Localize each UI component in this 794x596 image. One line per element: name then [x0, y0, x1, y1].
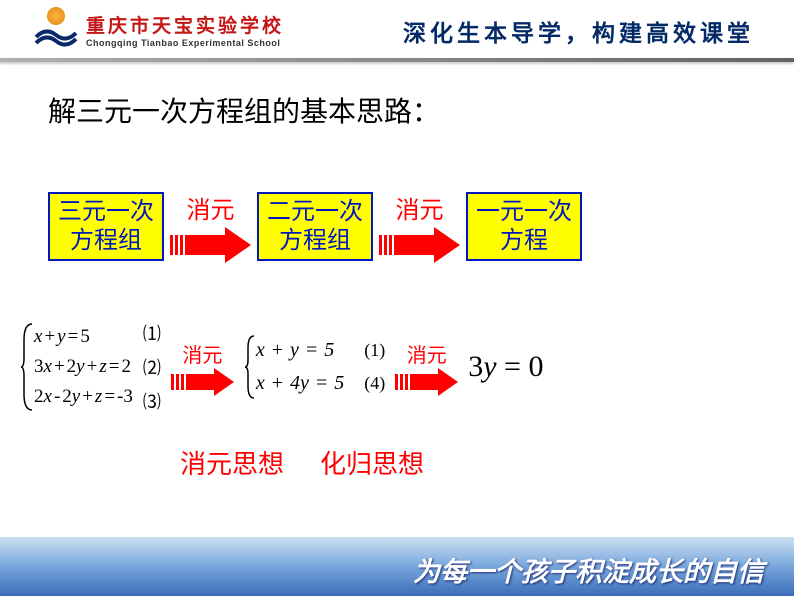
arrow-right-icon	[170, 227, 251, 263]
flow-box-1: 三元一次 方程组	[48, 192, 164, 262]
arrow-right-icon	[171, 368, 234, 396]
footer-slogan: 为每一个孩子积淀成长的自信	[413, 550, 764, 589]
arrow-right-icon	[379, 227, 460, 263]
flow-arrow-1: 消元	[170, 190, 251, 263]
flow-box-3: 一元一次 方程	[466, 192, 582, 262]
header-slogan: 深化生本导学，构建高效课堂	[403, 14, 754, 48]
eq-4: x + y = 5	[256, 339, 344, 362]
concept-2: 化归思想	[320, 444, 424, 481]
school-logo	[34, 7, 78, 51]
school-name-en: Chongqing Tianbao Experimental School	[86, 38, 284, 48]
eq-numbers-2: (1) (4)	[364, 340, 385, 394]
arrow-right-icon	[395, 368, 458, 396]
school-name-block: 重庆市天宝实验学校 Chongqing Tianbao Experimental…	[86, 11, 284, 48]
eq-5: x + 4y = 5	[256, 372, 344, 395]
footer: 为每一个孩子积淀成长的自信	[0, 534, 794, 596]
eq-arrow-2: 消元	[395, 339, 458, 396]
system-2: x + y = 5 x + 4y = 5	[244, 334, 344, 400]
eq-2: 3x+2y+z=2	[34, 356, 133, 378]
eq-3: 2x-2y+z=-3	[34, 386, 133, 408]
header-divider	[0, 58, 794, 62]
flow-arrow-2: 消元	[379, 190, 460, 263]
school-name-cn: 重庆市天宝实验学校	[86, 11, 284, 38]
equations: x+y=5 3x+2y+z=2 2x-2y+z=-3 ⑴ ⑵ ⑶ 消元 x + …	[20, 320, 543, 414]
header: 重庆市天宝实验学校 Chongqing Tianbao Experimental…	[0, 0, 794, 58]
eq-numbers-1: ⑴ ⑵ ⑶	[143, 320, 161, 414]
eq-arrow-1: 消元	[171, 339, 234, 396]
flow-box-2: 二元一次 方程组	[257, 192, 373, 262]
concepts: 消元思想 化归思想	[180, 444, 424, 481]
brace-icon	[20, 322, 34, 412]
brace-icon	[244, 334, 256, 400]
concept-1: 消元思想	[180, 444, 284, 481]
flow-diagram: 三元一次 方程组 消元 二元一次 方程组 消元 一元一次 方程	[48, 190, 582, 263]
eq-1: x+y=5	[34, 326, 133, 348]
result-eq: 3y = 0	[468, 350, 543, 384]
system-1: x+y=5 3x+2y+z=2 2x-2y+z=-3	[20, 322, 133, 412]
page-title: 解三元一次方程组的基本思路：	[48, 90, 440, 130]
